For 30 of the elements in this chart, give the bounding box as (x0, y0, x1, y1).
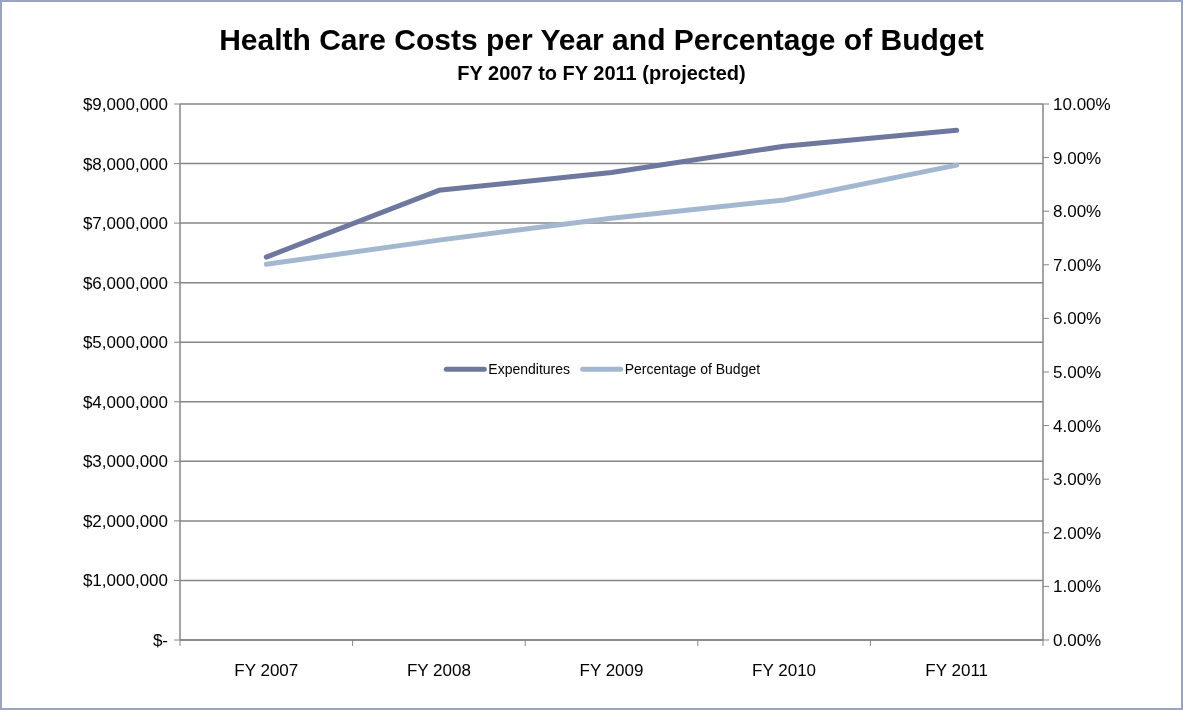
y2-tick-label: 3.00% (1053, 470, 1102, 490)
y2-tick-label: 9.00% (1053, 148, 1102, 168)
y2-tick-label: 4.00% (1053, 416, 1102, 436)
y2-tick-label: 6.00% (1053, 309, 1102, 329)
y-tick-label: $- (152, 630, 168, 650)
y2-tick-label: 10.00% (1053, 94, 1111, 114)
y-tick-label: $8,000,000 (82, 154, 168, 174)
legend-label: Expenditures (488, 361, 571, 378)
y-tick-label: $9,000,000 (82, 94, 168, 114)
y2-tick-label: 7.00% (1053, 255, 1102, 275)
y-tick-label: $7,000,000 (82, 214, 168, 234)
y2-tick-label: 1.00% (1053, 577, 1102, 597)
x-tick-label: FY 2009 (579, 661, 644, 680)
y2-tick-label: 8.00% (1053, 202, 1102, 222)
y2-tick-label: 2.00% (1053, 523, 1102, 543)
y-tick-label: $5,000,000 (82, 333, 168, 353)
chart-title: Health Care Costs per Year and Percentage of Budget (219, 23, 984, 56)
x-tick-label: FY 2011 (925, 661, 989, 680)
legend-label: Percentage of Budget (624, 361, 761, 378)
chart-subtitle: FY 2007 to FY 2011 (projected) (457, 62, 746, 84)
y2-tick-label: 0.00% (1053, 630, 1102, 650)
y-tick-label: $2,000,000 (82, 511, 168, 531)
x-tick-label: FY 2007 (234, 661, 299, 680)
y2-tick-label: 5.00% (1053, 362, 1102, 382)
y-tick-label: $6,000,000 (82, 273, 168, 293)
x-tick-label: FY 2010 (752, 661, 817, 680)
x-tick-label: FY 2008 (406, 661, 471, 680)
y-tick-label: $4,000,000 (82, 392, 168, 412)
y-tick-label: $3,000,000 (82, 452, 168, 472)
y-tick-label: $1,000,000 (82, 571, 168, 591)
